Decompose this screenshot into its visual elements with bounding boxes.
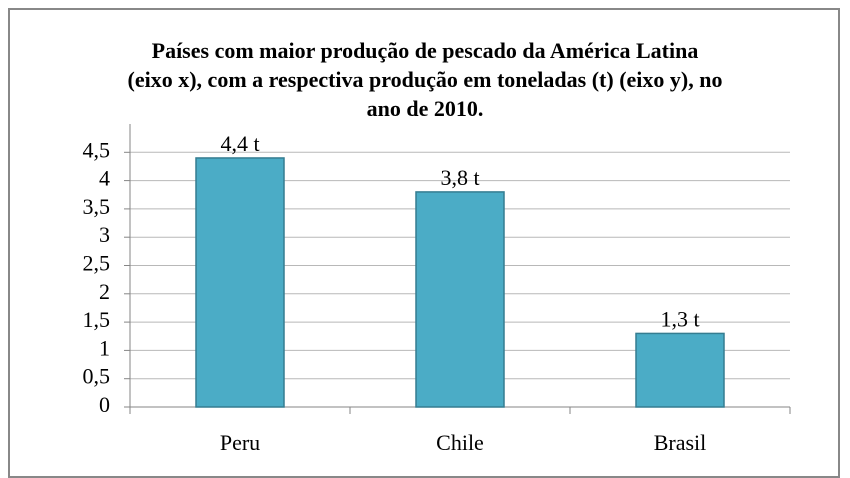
y-tick-label: 2 <box>99 279 110 304</box>
y-tick-label: 3,5 <box>83 194 111 219</box>
y-tick-label: 4,5 <box>83 137 111 162</box>
data-label: 3,8 t <box>440 165 479 190</box>
y-tick-label: 2,5 <box>83 251 111 276</box>
bar <box>635 332 725 408</box>
y-tick-label: 1,5 <box>83 307 111 332</box>
bar <box>415 191 505 408</box>
x-tick-label: Brasil <box>654 430 707 455</box>
x-tick-label: Chile <box>436 430 484 455</box>
y-tick-label: 0 <box>99 392 110 417</box>
data-label: 4,4 t <box>220 131 259 156</box>
data-label: 1,3 t <box>660 306 699 331</box>
x-tick-label: Peru <box>220 430 260 455</box>
y-tick-label: 3 <box>99 222 110 247</box>
chart-title: Países com maior produção de pescado da … <box>127 38 723 121</box>
y-tick-label: 0,5 <box>83 364 111 389</box>
y-tick-label: 1 <box>99 335 110 360</box>
bar <box>195 157 285 408</box>
y-tick-label: 4 <box>99 166 110 191</box>
